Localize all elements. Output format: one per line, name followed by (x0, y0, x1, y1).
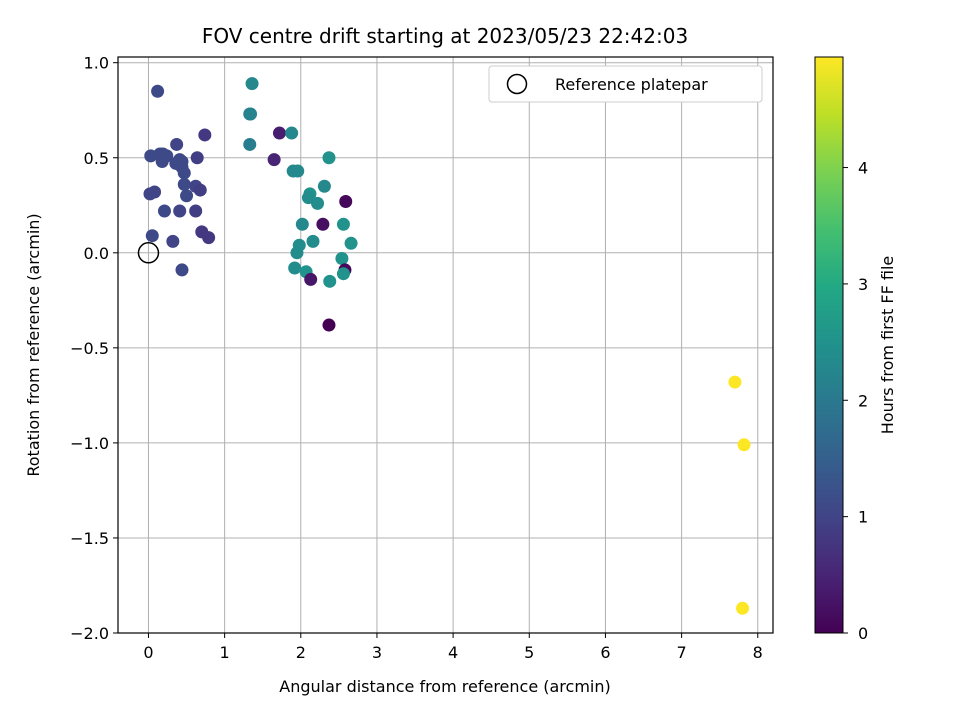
data-point (323, 274, 337, 288)
data-point (311, 196, 325, 210)
y-tick-label: 0.5 (84, 149, 109, 168)
y-tick-label: 1.0 (84, 54, 109, 73)
colorbar-ticks: 0 1 2 3 4 (843, 159, 868, 643)
data-point (736, 601, 750, 615)
colorbar-gradient (814, 56, 844, 634)
data-point (335, 252, 349, 266)
legend-marker (506, 73, 528, 95)
data-point (244, 107, 258, 121)
data-point (316, 217, 330, 231)
data-point (157, 204, 171, 218)
data-point (344, 236, 358, 250)
data-point (290, 246, 304, 260)
grid-lines (118, 57, 773, 634)
chart-title: FOV centre drift starting at 2023/05/23 … (202, 24, 688, 48)
legend-box (488, 65, 763, 103)
data-point (245, 77, 259, 91)
x-tick-label: 4 (448, 643, 458, 662)
y-axis-ticks: 1.0 0.5 0.0 −0.5 −1.0 −1.5 −2.0 (70, 54, 118, 643)
data-point (304, 272, 318, 286)
data-point (285, 126, 299, 140)
y-tick-label: −1.0 (70, 434, 109, 453)
x-tick-label: 3 (372, 643, 382, 662)
data-point (177, 166, 191, 180)
colorbar: 0 1 2 3 4 Hours from first FF file (814, 56, 897, 643)
data-point (339, 194, 353, 208)
data-point (148, 185, 162, 199)
colorbar-tick-label: 3 (858, 275, 868, 294)
colorbar-label: Hours from first FF file (878, 256, 897, 435)
x-tick-label: 5 (524, 643, 534, 662)
data-point (193, 183, 207, 197)
x-tick-label: 6 (600, 643, 610, 662)
data-point (145, 229, 159, 243)
y-tick-label: −2.0 (70, 624, 109, 643)
data-point (189, 204, 203, 218)
legend-entry: Reference platepar (555, 75, 708, 94)
y-tick-label: −0.5 (70, 339, 109, 358)
x-tick-label: 7 (677, 643, 687, 662)
x-tick-label: 0 (143, 643, 153, 662)
data-point (198, 128, 212, 142)
data-point (322, 318, 336, 332)
reference-platepar-marker (137, 242, 160, 264)
x-tick-label: 2 (296, 643, 306, 662)
data-point (170, 137, 184, 151)
data-point (336, 267, 350, 281)
data-point (288, 261, 302, 275)
data-point (180, 189, 194, 203)
x-tick-label: 8 (753, 643, 763, 662)
y-tick-label: −1.5 (70, 529, 109, 548)
data-point (177, 177, 191, 191)
data-point (175, 263, 189, 277)
data-point (243, 137, 257, 151)
data-point (151, 84, 165, 98)
data-point (737, 438, 751, 452)
data-point (728, 375, 742, 389)
x-axis-ticks: 0 1 2 3 4 5 6 7 8 (143, 633, 763, 662)
data-point (190, 151, 204, 165)
y-axis-label: Rotation from reference (arcmin) (24, 213, 43, 476)
data-point (291, 164, 305, 178)
colorbar-tick-label: 2 (858, 391, 868, 410)
data-point (166, 234, 180, 248)
data-point (306, 234, 320, 248)
data-point (317, 179, 331, 193)
data-point (322, 151, 336, 165)
data-point (173, 204, 187, 218)
colorbar-tick-label: 1 (858, 508, 868, 527)
data-point (202, 231, 216, 245)
x-tick-label: 1 (220, 643, 230, 662)
data-point (155, 155, 169, 169)
data-points (137, 77, 751, 615)
data-point (267, 153, 281, 167)
legend: Reference platepar (488, 65, 763, 103)
y-tick-label: 0.0 (84, 244, 109, 263)
data-point (295, 217, 309, 231)
data-point (272, 126, 286, 140)
data-point (336, 217, 350, 231)
plot-frame (117, 56, 774, 634)
colorbar-tick-label: 0 (858, 624, 868, 643)
x-axis-label: Angular distance from reference (arcmin) (279, 677, 610, 696)
colorbar-tick-label: 4 (858, 159, 868, 178)
